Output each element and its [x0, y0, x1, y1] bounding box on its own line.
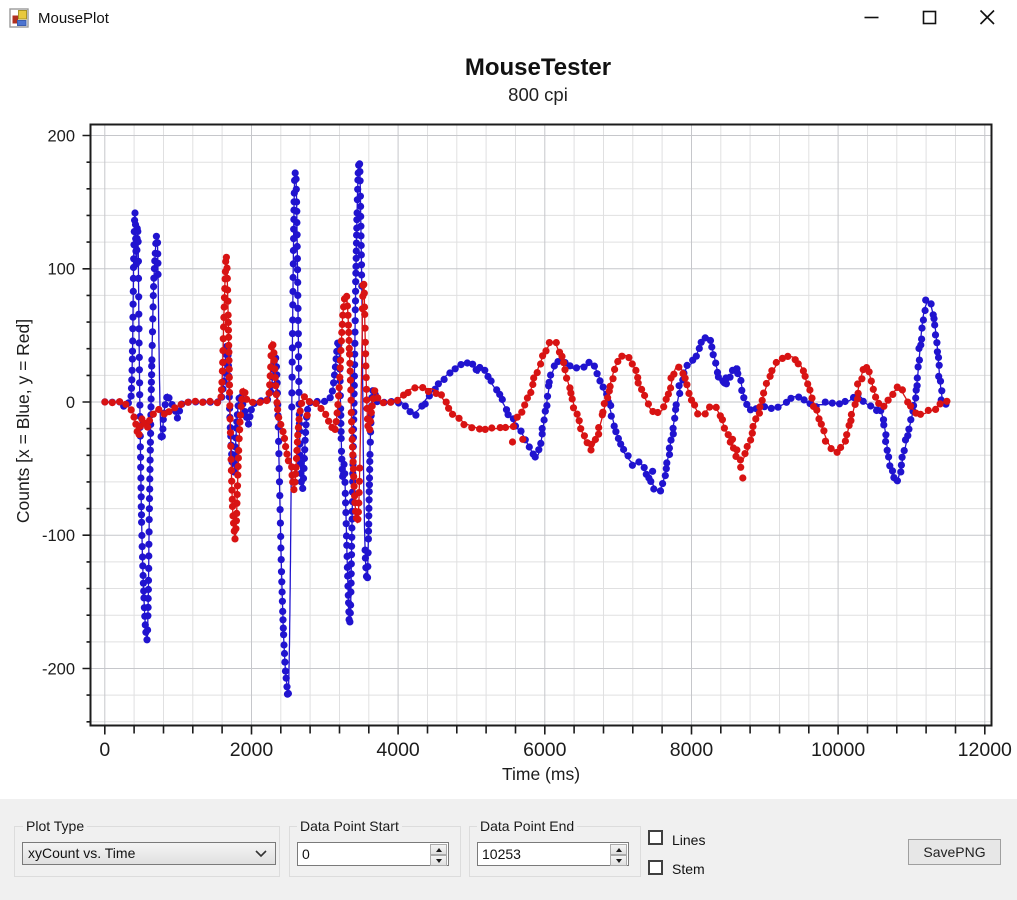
svg-text:12000: 12000 [958, 739, 1012, 761]
svg-text:MouseTester: MouseTester [465, 54, 611, 81]
svg-text:-100: -100 [42, 527, 75, 545]
svg-text:100: 100 [47, 261, 75, 279]
svg-text:800 cpi: 800 cpi [508, 84, 568, 105]
svg-text:10000: 10000 [811, 739, 865, 761]
svg-text:-200: -200 [42, 660, 75, 678]
svg-text:4000: 4000 [376, 739, 420, 761]
svg-text:0: 0 [66, 394, 75, 412]
svg-text:200: 200 [47, 127, 75, 145]
svg-text:8000: 8000 [670, 739, 714, 761]
svg-text:0: 0 [99, 739, 110, 761]
svg-text:Time (ms): Time (ms) [502, 764, 580, 784]
svg-text:Counts [x = Blue, y = Red]: Counts [x = Blue, y = Red] [13, 319, 33, 523]
svg-text:6000: 6000 [523, 739, 567, 761]
svg-text:2000: 2000 [230, 739, 274, 761]
